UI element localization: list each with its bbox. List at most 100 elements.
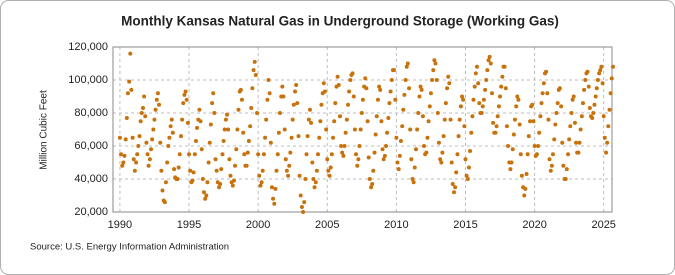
data-point <box>400 124 405 129</box>
x-tick-label: 2025 <box>591 219 615 231</box>
y-tick-label: 120,000 <box>68 41 108 53</box>
data-point <box>552 137 557 142</box>
data-point <box>491 120 496 125</box>
data-point <box>480 104 485 109</box>
data-point <box>138 119 143 124</box>
data-point <box>604 150 609 155</box>
data-point <box>365 119 370 124</box>
data-point <box>351 94 356 99</box>
data-point <box>381 157 386 162</box>
data-point <box>177 152 182 157</box>
data-point <box>366 155 371 160</box>
data-point <box>302 200 307 205</box>
data-point <box>307 107 312 112</box>
data-point <box>522 193 527 198</box>
data-point <box>583 78 588 82</box>
data-point <box>233 163 238 168</box>
data-point <box>436 140 441 145</box>
data-point <box>554 111 559 115</box>
data-point <box>586 84 591 89</box>
data-point <box>117 135 122 140</box>
data-point <box>474 64 479 69</box>
data-point <box>335 74 340 79</box>
data-point <box>448 117 453 122</box>
data-point <box>213 157 218 162</box>
data-point <box>523 186 528 191</box>
data-point <box>277 111 282 115</box>
data-point <box>231 178 236 183</box>
data-point <box>343 130 348 135</box>
data-point <box>238 87 243 92</box>
data-point <box>465 177 470 181</box>
data-point <box>499 84 504 89</box>
data-point <box>299 205 304 210</box>
data-point <box>377 84 382 89</box>
data-point <box>130 135 135 140</box>
y-tick-label: 60,000 <box>74 140 108 152</box>
data-point <box>198 119 203 124</box>
y-tick-label: 40,000 <box>74 173 108 185</box>
data-point <box>339 144 344 148</box>
data-point <box>579 114 584 119</box>
data-point <box>595 78 600 82</box>
data-point <box>539 101 544 106</box>
data-point <box>168 124 173 129</box>
data-point <box>210 101 215 106</box>
data-point <box>134 160 139 165</box>
data-point <box>560 140 565 145</box>
data-point <box>544 69 549 74</box>
data-point <box>557 86 562 91</box>
data-point <box>502 64 507 69</box>
data-point <box>375 97 380 102</box>
data-point <box>235 127 240 132</box>
x-tick-label: 2005 <box>315 219 339 231</box>
data-point <box>185 120 190 125</box>
data-point <box>605 140 610 145</box>
data-point <box>261 152 266 157</box>
data-point <box>315 152 320 157</box>
data-point <box>359 111 364 115</box>
data-point <box>155 91 160 96</box>
data-point <box>541 81 546 86</box>
data-point <box>582 87 587 92</box>
data-point <box>462 124 467 129</box>
data-point <box>432 58 437 63</box>
data-point <box>325 157 330 162</box>
data-point <box>405 61 410 66</box>
data-point <box>268 140 273 145</box>
data-point <box>137 134 142 139</box>
data-point <box>306 117 311 122</box>
data-point <box>571 94 576 99</box>
data-point <box>515 94 520 99</box>
data-point <box>433 61 438 66</box>
data-point <box>212 111 217 115</box>
data-point <box>348 78 353 82</box>
data-point <box>248 124 253 129</box>
data-point <box>166 144 171 148</box>
data-point <box>211 91 216 96</box>
data-point <box>249 106 254 111</box>
y-axis-label: Million Cubic Feet <box>39 90 50 170</box>
data-point <box>333 101 338 106</box>
data-point <box>205 180 210 185</box>
x-tick-label: 2010 <box>384 219 408 231</box>
data-point <box>217 185 222 190</box>
data-point <box>388 89 393 94</box>
data-point <box>525 152 530 157</box>
data-point <box>464 173 469 178</box>
data-point <box>332 119 337 124</box>
data-point <box>157 102 162 107</box>
data-point <box>511 132 516 137</box>
data-point <box>518 152 523 157</box>
data-point <box>192 152 197 157</box>
data-point <box>509 160 514 165</box>
data-point <box>195 125 200 130</box>
data-point <box>488 61 493 66</box>
data-point <box>597 71 602 76</box>
data-point <box>283 157 288 162</box>
data-point <box>345 102 350 107</box>
data-point <box>476 81 481 86</box>
data-point <box>460 94 465 99</box>
data-point <box>411 180 416 185</box>
